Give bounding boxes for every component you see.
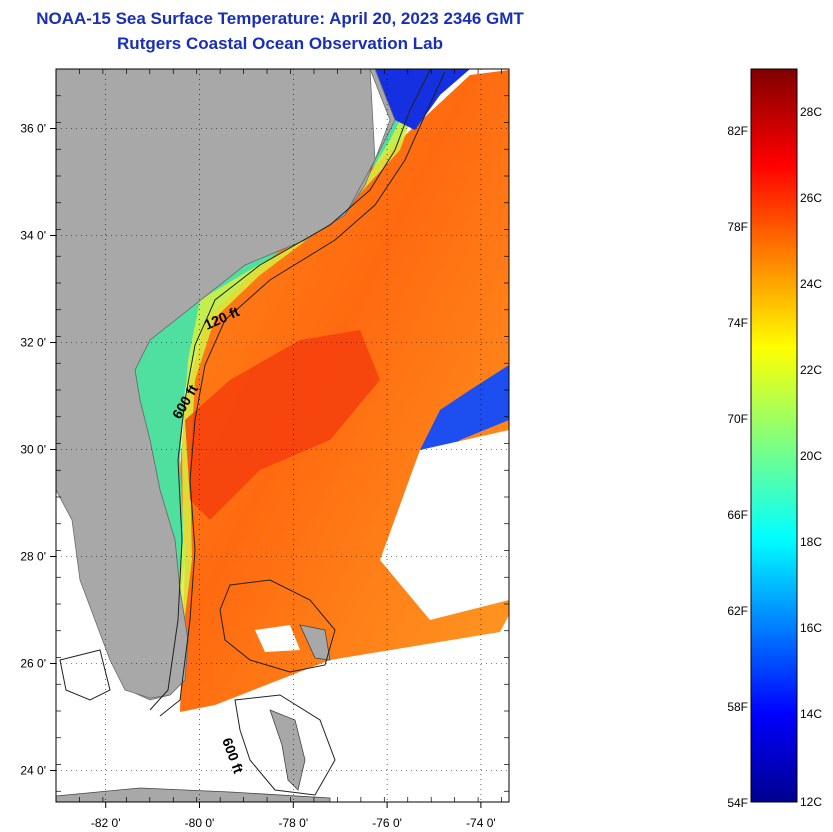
cloud-gap bbox=[380, 430, 509, 620]
colorbar-c-label: 20C bbox=[800, 449, 822, 463]
lat-tick-label: 32 0' bbox=[20, 336, 46, 350]
longitude-axis: -82 0' -80 0' -78 0' -76 0' -74 0' bbox=[91, 802, 496, 830]
land-cuba bbox=[56, 787, 331, 802]
colorbar-f-label: 66F bbox=[727, 508, 748, 522]
colorbar-c-label: 24C bbox=[800, 277, 822, 291]
colorbar-c-label: 16C bbox=[800, 621, 822, 635]
contour-120ft bbox=[149, 69, 431, 711]
colorbar-c-label: 26C bbox=[800, 191, 822, 205]
land-bahamas bbox=[269, 709, 306, 791]
colorbar-f-label: 78F bbox=[727, 220, 748, 234]
lon-tick-label: -74 0' bbox=[466, 816, 496, 830]
latitude-axis: 36 0' 34 0' 32 0' 30 0' 28 0' 26 0' 24 0' bbox=[20, 122, 56, 778]
colorbar-f-label: 74F bbox=[727, 316, 748, 330]
colorbar-c-label: 18C bbox=[800, 535, 822, 549]
chart-subtitle: Rutgers Coastal Ocean Observation Lab bbox=[117, 34, 443, 53]
contour-600ft bbox=[159, 71, 446, 717]
map-layers bbox=[56, 69, 509, 802]
colorbar-f-label: 62F bbox=[727, 604, 748, 618]
cloud-gap-2 bbox=[255, 625, 300, 652]
colorbar-f-label: 54F bbox=[727, 796, 748, 810]
colorbar-f-label: 58F bbox=[727, 700, 748, 714]
chart-title: NOAA-15 Sea Surface Temperature: April 2… bbox=[36, 9, 524, 28]
lat-tick-label: 34 0' bbox=[20, 229, 46, 243]
colorbar-f-label: 70F bbox=[727, 412, 748, 426]
colorbar-c-label: 22C bbox=[800, 363, 822, 377]
graticule bbox=[55, 68, 509, 802]
colorbar-f-label: 82F bbox=[727, 124, 748, 138]
sst-hot-core bbox=[185, 330, 380, 520]
lon-tick-label: -82 0' bbox=[91, 816, 121, 830]
sst-midshelf-band bbox=[160, 95, 420, 690]
colorbar-c-label: 12C bbox=[800, 795, 822, 809]
lon-tick-label: -78 0' bbox=[278, 816, 308, 830]
lat-tick-label: 30 0' bbox=[20, 443, 46, 457]
lat-tick-label: 36 0' bbox=[20, 122, 46, 136]
land-andros bbox=[299, 624, 331, 661]
lat-tick-label: 26 0' bbox=[20, 657, 46, 671]
lat-tick-label: 28 0' bbox=[20, 550, 46, 564]
lat-tick-label: 24 0' bbox=[20, 764, 46, 778]
map-border bbox=[55, 68, 510, 803]
colorbar-c-label: 28C bbox=[800, 105, 822, 119]
sst-cold-water-east bbox=[420, 365, 509, 470]
colorbar-fahrenheit-labels: 82F 78F 74F 70F 66F 62F 58F 54F bbox=[727, 124, 748, 810]
colorbar-c-label: 14C bbox=[800, 707, 822, 721]
contour-bahamas bbox=[59, 579, 336, 796]
sst-cold-water bbox=[375, 69, 470, 130]
colorbar-celsius-labels: 28C 26C 24C 22C 20C 18C 16C 14C 12C bbox=[800, 105, 822, 809]
lon-tick-label: -76 0' bbox=[372, 816, 402, 830]
colorbar bbox=[750, 68, 798, 803]
lon-tick-label: -80 0' bbox=[185, 816, 215, 830]
